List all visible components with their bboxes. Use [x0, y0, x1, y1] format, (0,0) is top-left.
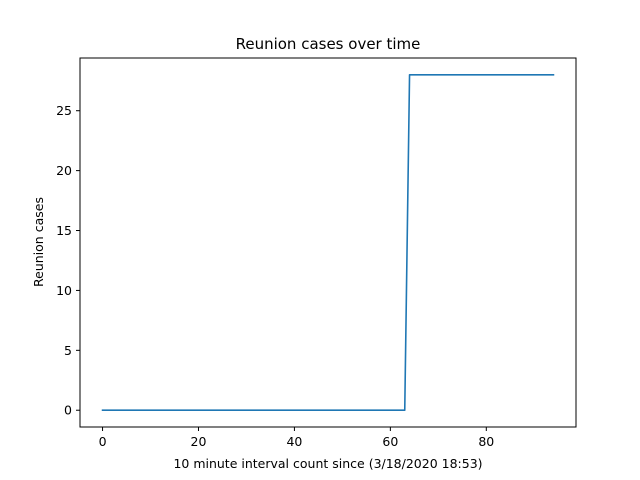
y-tick-label: 0 — [64, 403, 72, 418]
x-tick-label: 40 — [286, 434, 302, 449]
chart-title: Reunion cases over time — [236, 35, 421, 53]
y-tick-label: 15 — [56, 223, 72, 238]
x-tick-label: 80 — [478, 434, 494, 449]
y-axis-label: Reunion cases — [31, 197, 46, 287]
x-axis-label: 10 minute interval count since (3/18/202… — [173, 456, 482, 471]
x-axis: 0 20 40 60 80 — [99, 427, 494, 449]
series-layer — [101, 73, 555, 412]
plot-frame — [79, 57, 577, 428]
x-tick-label: 0 — [99, 434, 107, 449]
y-tick-label: 25 — [56, 103, 72, 118]
x-tick-label: 60 — [382, 434, 398, 449]
y-axis: 0 5 10 15 20 25 — [56, 103, 80, 418]
y-tick-label: 20 — [56, 163, 72, 178]
series-line-0 — [101, 73, 555, 412]
x-tick-label: 20 — [191, 434, 207, 449]
y-tick-label: 5 — [64, 343, 72, 358]
y-tick-label: 10 — [56, 283, 72, 298]
plot-area — [79, 57, 577, 428]
